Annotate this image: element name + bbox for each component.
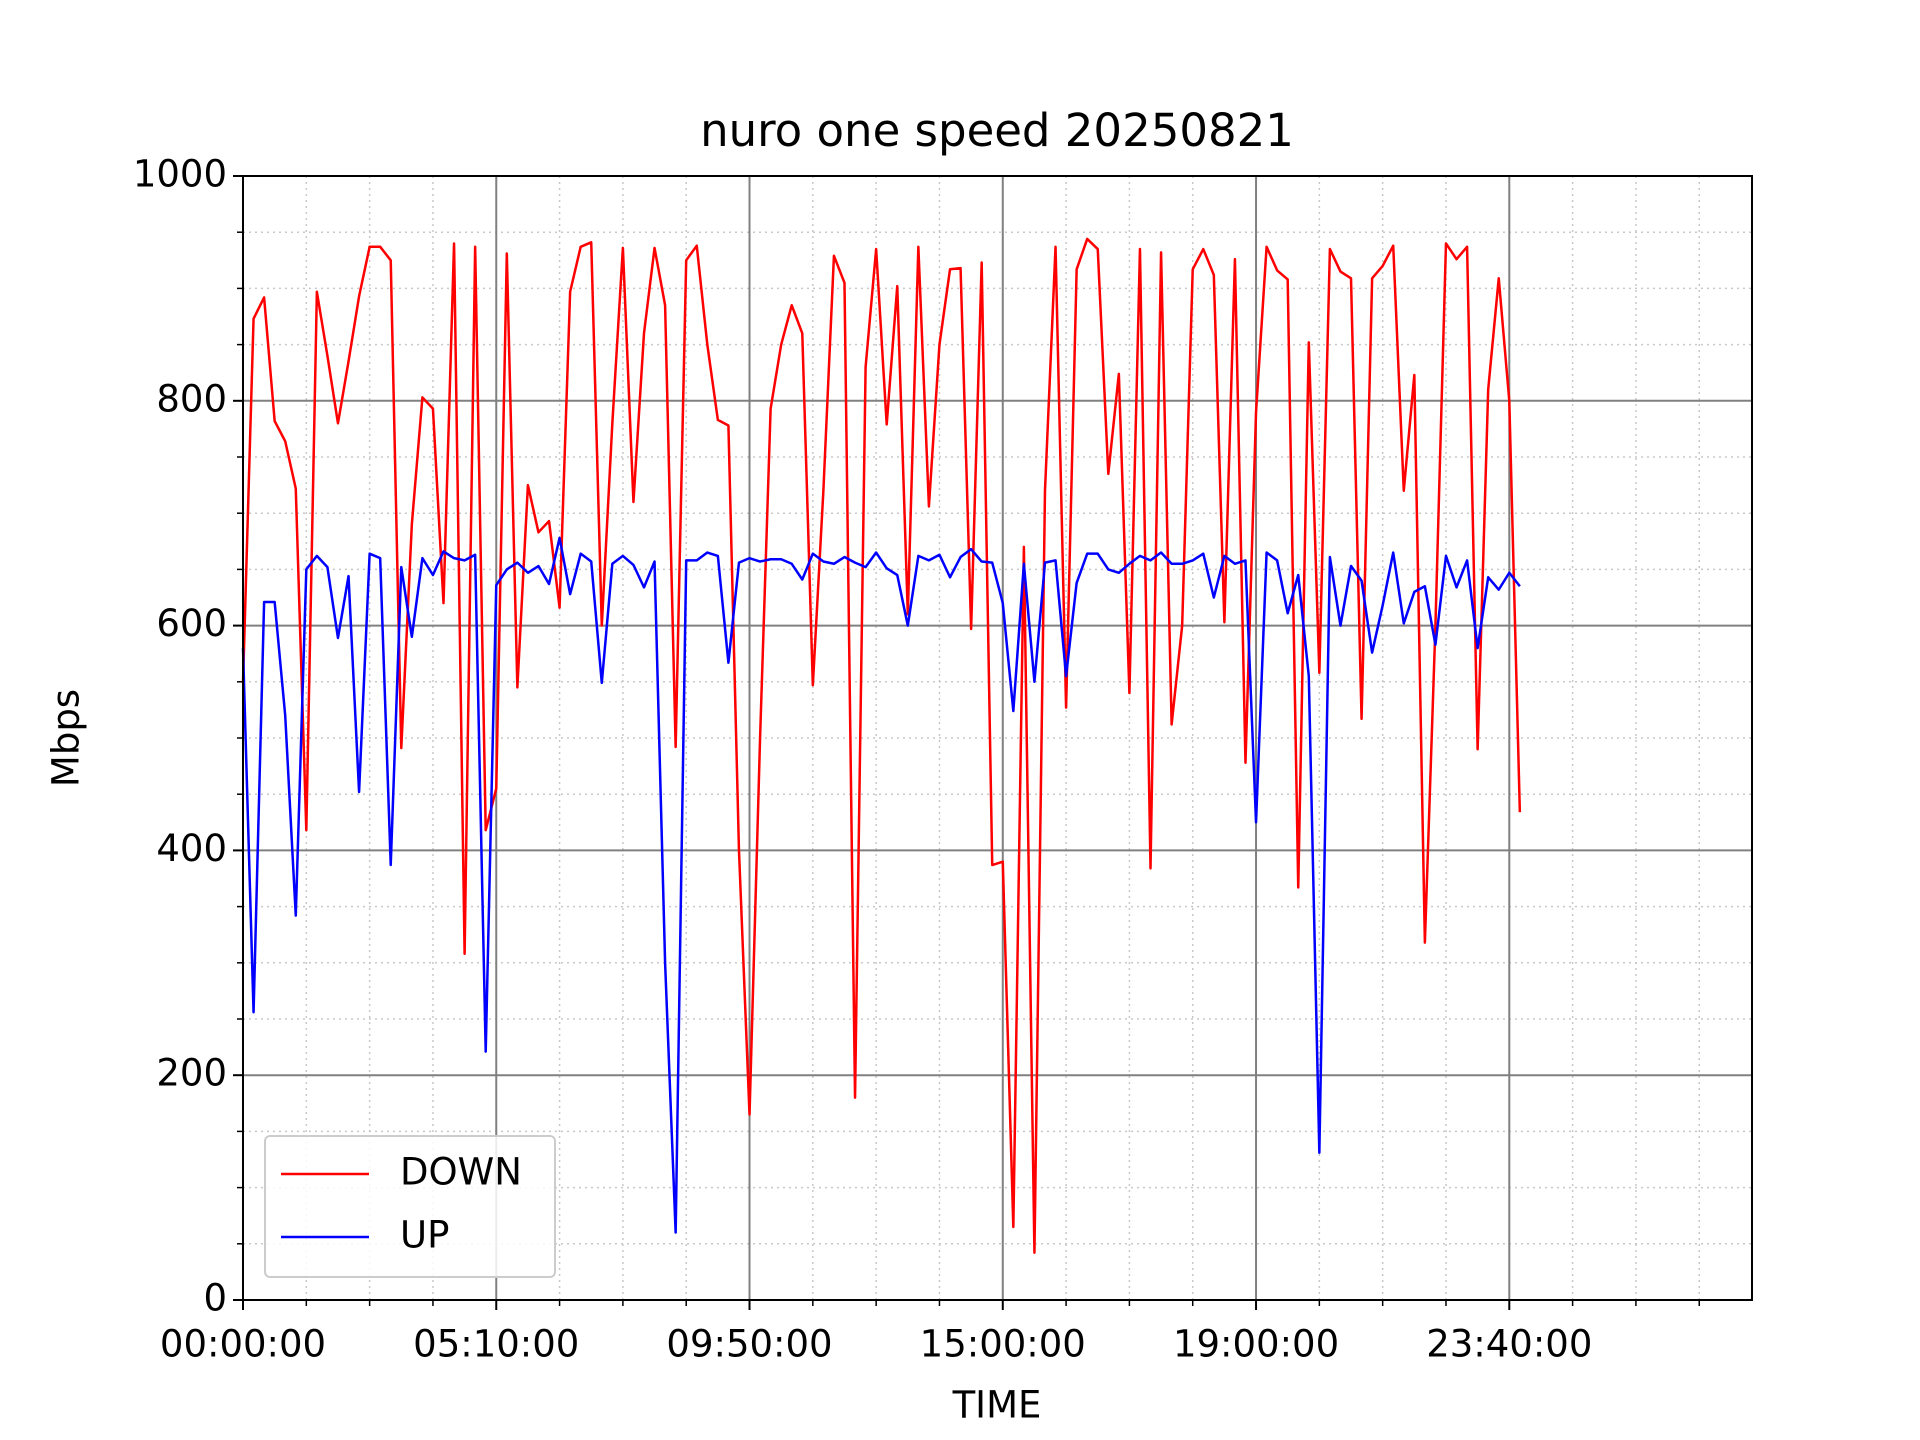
- x-tick-label: 15:00:00: [920, 1323, 1086, 1366]
- y-tick-label: 600: [156, 602, 227, 645]
- x-axis-label: TIME: [952, 1384, 1042, 1427]
- y-tick-label: 800: [156, 377, 227, 420]
- data-line: [241, 536, 1521, 1234]
- chart-title: nuro one speed 20250821: [700, 104, 1294, 157]
- plot-frame: [242, 175, 1753, 1301]
- x-tick-label: 19:00:00: [1173, 1323, 1339, 1366]
- y-tick-label: 200: [156, 1052, 227, 1095]
- x-tick-label: 09:50:00: [666, 1323, 832, 1366]
- legend-box: [264, 1135, 556, 1278]
- data-line: [241, 237, 1522, 1255]
- legend-label: UP: [400, 1214, 449, 1257]
- legend-label: DOWN: [400, 1151, 522, 1194]
- x-tick-label: 05:10:00: [413, 1323, 579, 1366]
- y-tick-label: 1000: [133, 153, 227, 196]
- y-tick-label: 0: [203, 1277, 227, 1320]
- x-tick-label: 00:00:00: [160, 1323, 326, 1366]
- y-tick-label: 400: [156, 827, 227, 870]
- x-tick-label: 23:40:00: [1426, 1323, 1592, 1366]
- y-axis-label: Mbps: [45, 689, 88, 787]
